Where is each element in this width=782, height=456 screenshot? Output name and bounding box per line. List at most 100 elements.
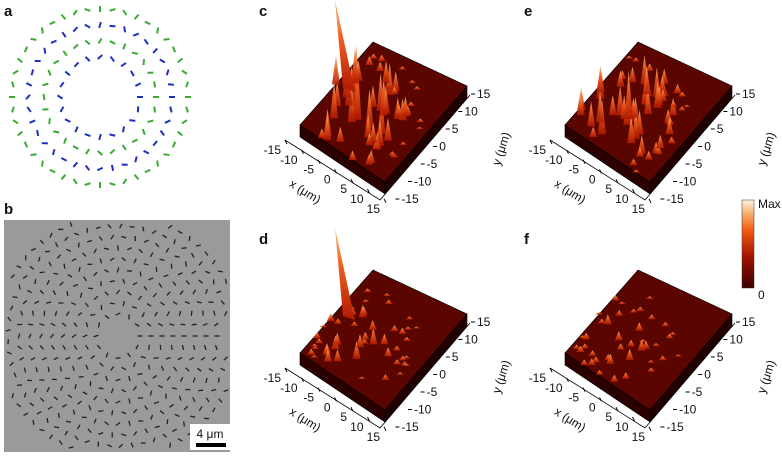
- nano-antenna: [181, 119, 188, 125]
- nano-antenna: [133, 408, 138, 414]
- nano-antenna: [110, 234, 115, 240]
- nano-antenna: [205, 377, 208, 384]
- nano-antenna: [50, 322, 56, 327]
- nano-antenna: [198, 279, 204, 284]
- nano-antenna: [30, 153, 37, 157]
- x-tick: [582, 159, 586, 164]
- nano-antenna: [53, 396, 59, 401]
- nano-antenna: [188, 235, 191, 242]
- sem-rings: [5, 221, 229, 449]
- x-tick: [317, 387, 321, 392]
- nano-antenna: [202, 322, 208, 327]
- nano-antenna: [104, 421, 109, 426]
- x-tick: [648, 198, 652, 204]
- intensity-peak: [608, 95, 617, 116]
- nano-antenna: [49, 20, 56, 26]
- intensity-peak: [368, 85, 377, 107]
- nano-antenna: [131, 51, 139, 55]
- x-tick: [301, 149, 304, 155]
- intensity-peak: [658, 75, 667, 94]
- intensity-peak: [350, 321, 359, 327]
- nano-antenna: [143, 381, 148, 386]
- nano-antenna: [117, 245, 119, 251]
- nano-antenna: [149, 252, 154, 258]
- y-axis-label: y (μm): [754, 358, 778, 395]
- panel-label: b: [4, 201, 13, 218]
- intensity-peak: [621, 372, 630, 379]
- nano-antenna: [155, 242, 160, 248]
- intensity-peak: [399, 141, 408, 145]
- intensity-peak: [578, 335, 587, 339]
- intensity-peak: [625, 348, 634, 360]
- nano-antenna: [39, 323, 45, 326]
- nano-antenna: [152, 47, 158, 54]
- intensity-peak: [384, 299, 393, 305]
- nano-antenna: [82, 391, 88, 395]
- nano-antenna: [39, 271, 45, 274]
- x-tick-label: -5: [568, 391, 579, 405]
- intensity-peak: [315, 338, 324, 344]
- nano-antenna: [169, 442, 172, 448]
- nano-antenna: [200, 356, 206, 361]
- nano-antenna: [7, 316, 12, 322]
- intensity-peak: [642, 65, 651, 95]
- intensity-peak: [415, 126, 424, 130]
- scale-bar-label: 4 μm: [197, 427, 224, 441]
- nano-antenna: [171, 46, 177, 53]
- nano-antenna: [211, 259, 216, 265]
- intensity-peak: [596, 65, 605, 92]
- intensity-peak: [661, 321, 670, 327]
- nano-antenna: [29, 402, 35, 407]
- intensity-peak: [587, 358, 596, 366]
- nano-antenna: [42, 93, 46, 101]
- nano-antenna: [20, 310, 24, 316]
- y-tick-label: 15: [742, 87, 756, 101]
- nano-antenna: [85, 344, 89, 350]
- nano-antenna: [74, 435, 79, 441]
- scale-bar: [196, 443, 226, 447]
- nano-antenna: [142, 226, 145, 232]
- nano-antenna: [120, 62, 127, 68]
- intensity-peak: [319, 324, 328, 328]
- y-tick-label: 10: [464, 105, 478, 119]
- x-tick: [632, 188, 635, 194]
- nano-antenna: [144, 428, 149, 434]
- x-tick: [549, 367, 553, 373]
- nano-antenna: [27, 289, 33, 294]
- nano-antenna: [49, 434, 54, 440]
- intensity-peak: [611, 295, 620, 301]
- nano-antenna: [192, 344, 196, 351]
- nano-antenna: [146, 322, 152, 327]
- nano-antenna: [122, 178, 128, 185]
- nano-antenna: [23, 46, 29, 53]
- y-tick-label: 15: [477, 315, 491, 329]
- nano-antenna: [96, 344, 102, 350]
- intensity-peak: [674, 354, 683, 357]
- nano-antenna: [133, 174, 140, 180]
- nano-antenna: [143, 285, 148, 291]
- nano-antenna: [64, 118, 71, 123]
- nano-antenna: [109, 182, 116, 186]
- nano-antenna: [133, 14, 140, 20]
- nano-antenna: [164, 119, 171, 124]
- y-tick-label: -10: [414, 175, 432, 189]
- nano-antenna: [153, 401, 160, 405]
- nano-antenna: [174, 255, 180, 258]
- nano-antenna: [28, 345, 34, 350]
- nano-antenna: [98, 432, 104, 435]
- panel-label: a: [4, 3, 13, 20]
- nano-antenna: [93, 334, 99, 338]
- nano-antenna: [156, 160, 160, 167]
- colorbar-max: Max: [758, 197, 781, 211]
- nano-antenna: [132, 32, 140, 37]
- intensity-peak: [364, 114, 373, 138]
- nano-antenna: [36, 410, 42, 415]
- nano-antenna: [163, 153, 170, 157]
- nano-antenna: [40, 27, 44, 34]
- nano-antenna: [60, 333, 66, 339]
- nano-antenna: [96, 166, 104, 172]
- nano-antenna: [143, 149, 150, 155]
- nano-antenna: [39, 428, 45, 432]
- intensity-peak: [635, 147, 644, 157]
- nano-antenna: [220, 300, 225, 305]
